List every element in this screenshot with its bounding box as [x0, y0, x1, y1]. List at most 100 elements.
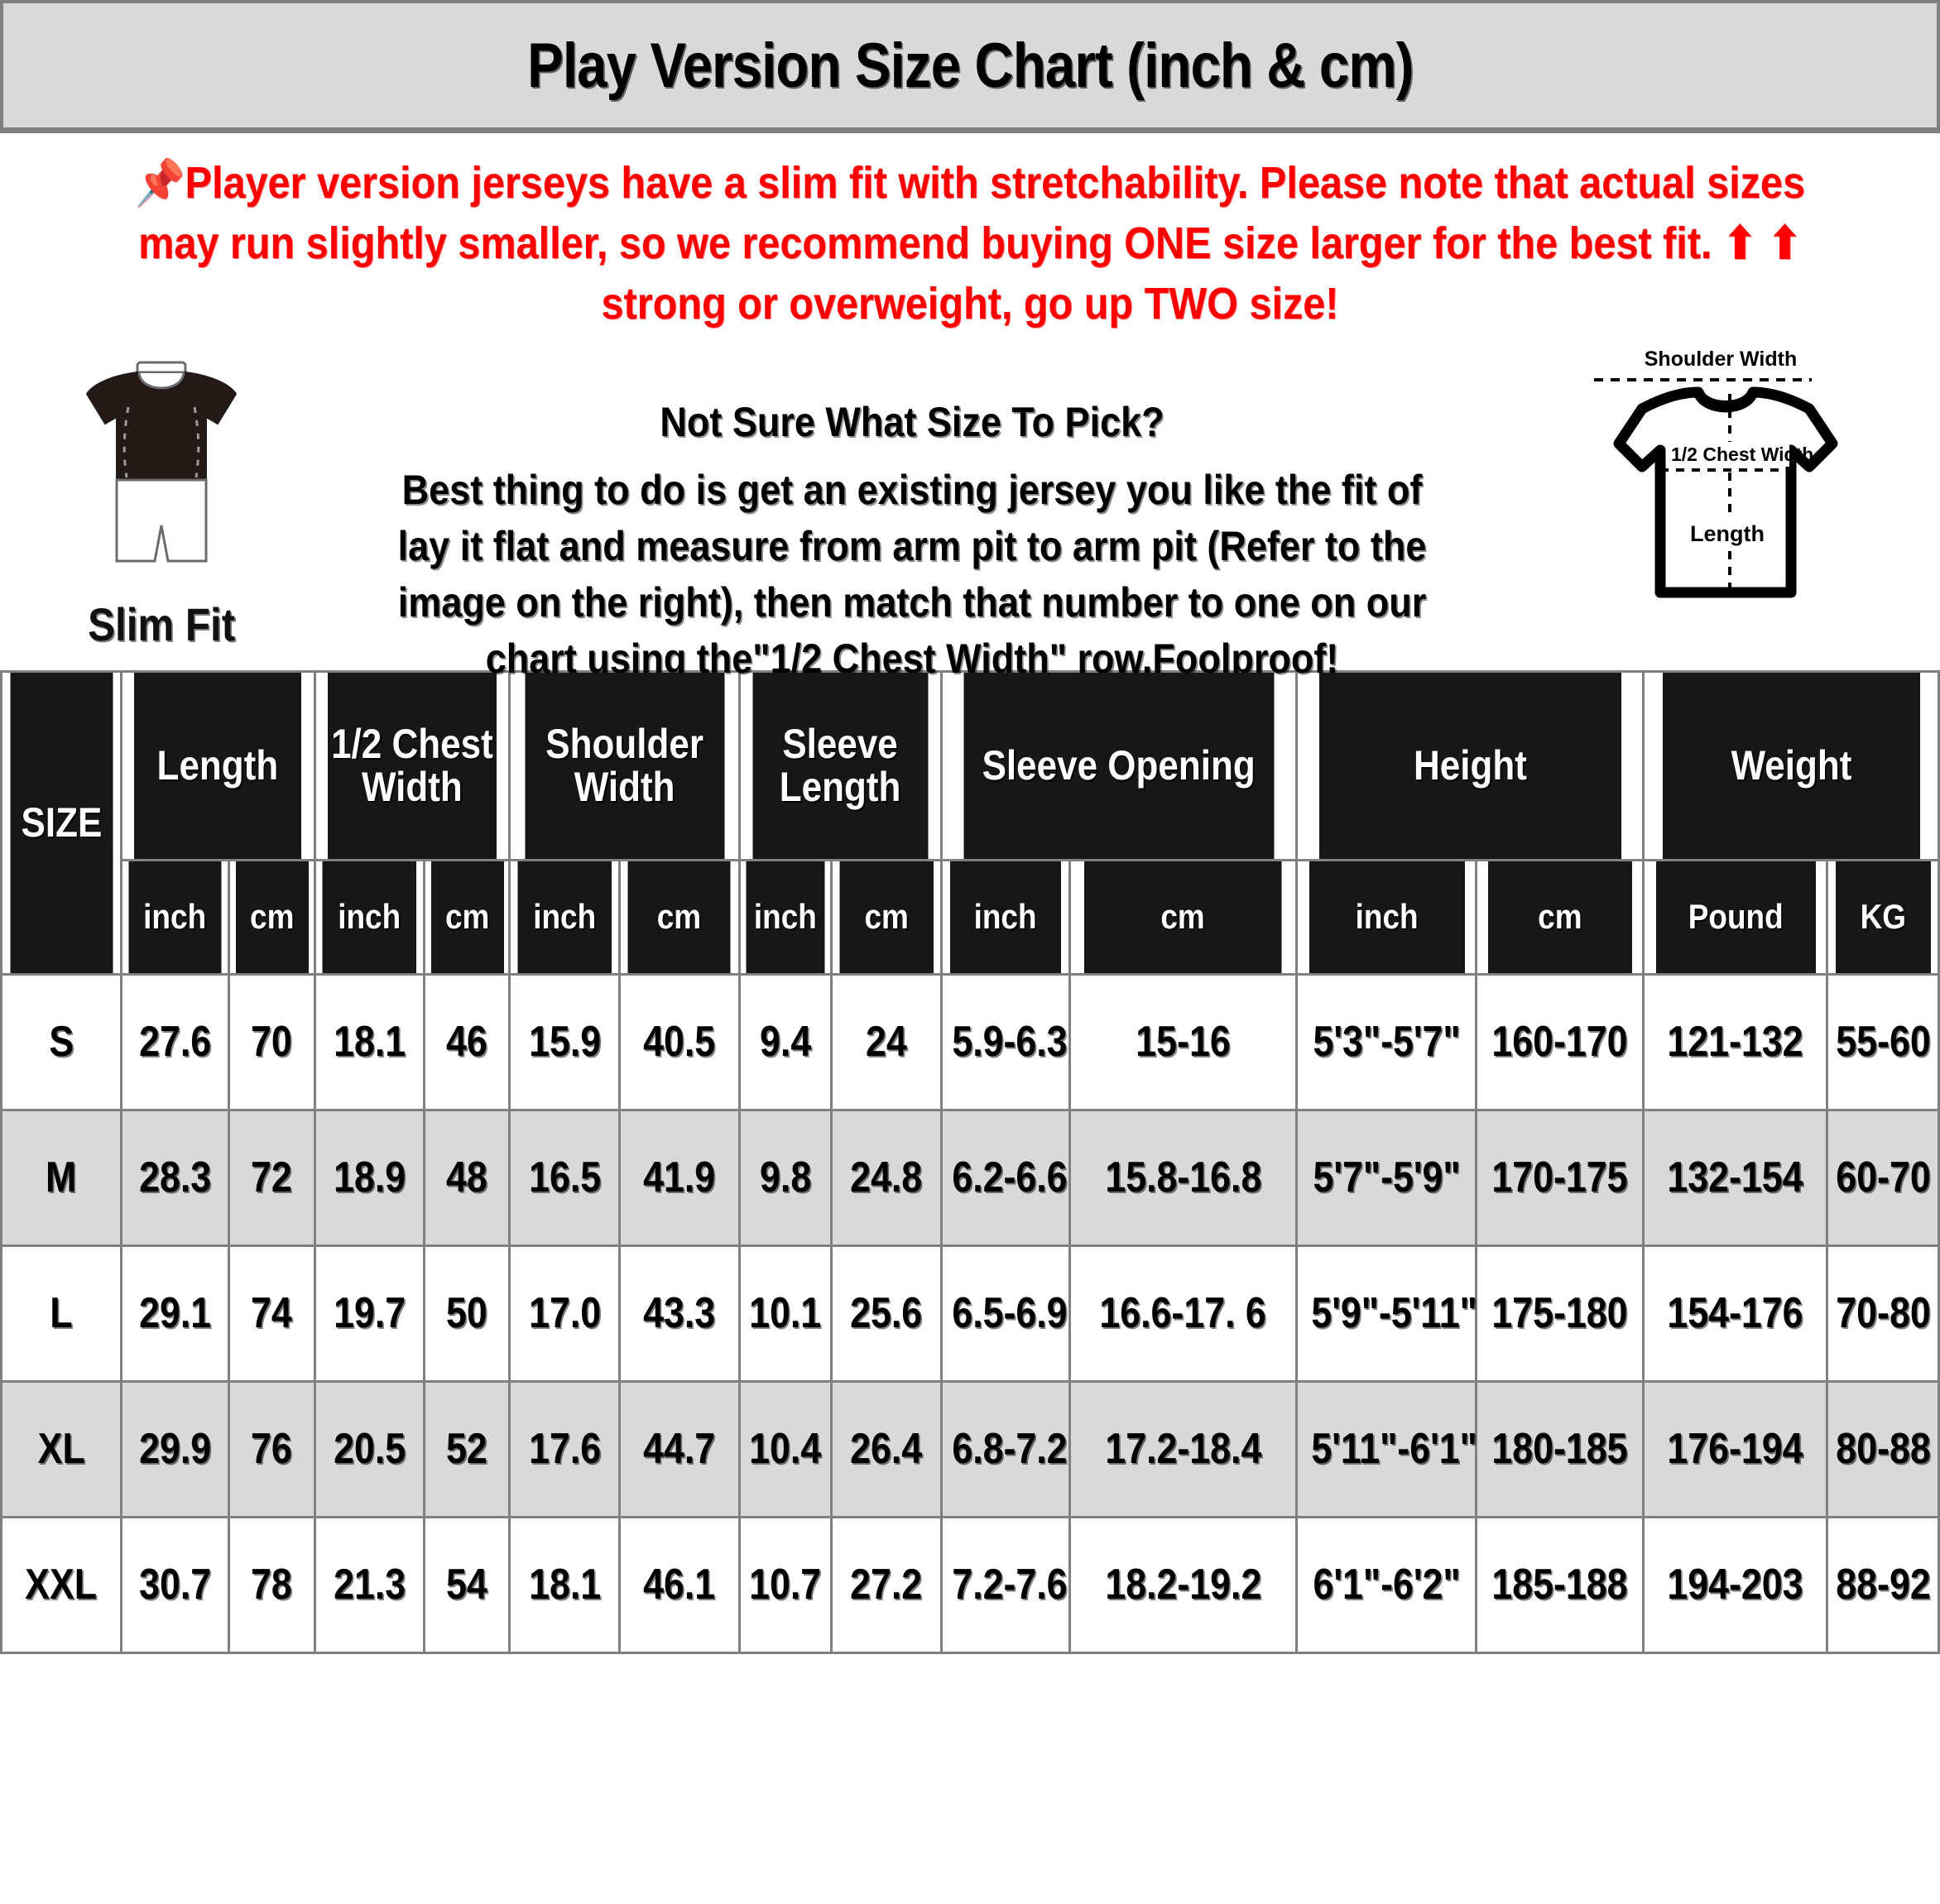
length-label: Length: [1690, 521, 1765, 546]
size-table-wrapper: SIZE Length 1/2 Chest Width Shoulder Wid…: [0, 669, 1940, 1904]
pushpin-icon: 📌: [135, 158, 185, 208]
guide-section: Slim Fit Not Sure What Size To Pick? Bes…: [0, 339, 1940, 682]
cell-value: 15-16: [1068, 972, 1299, 1111]
cell-value: 185-188: [1475, 1515, 1645, 1654]
cell-value: 194-203: [1642, 1515, 1829, 1654]
cell-value: 52: [422, 1379, 511, 1518]
cell-value: 25.6: [830, 1244, 943, 1383]
header-unit-chest-cm: cm: [428, 858, 507, 976]
cell-value: 5'11"-6'1": [1295, 1379, 1478, 1518]
cell-value: 41.9: [617, 1108, 741, 1247]
page-title: Play Version Size Chart (inch & cm): [526, 30, 1414, 101]
cell-value: 6.5-6.9: [939, 1244, 1071, 1383]
header-unit-weight-kg: KG: [1832, 858, 1933, 976]
cell-value: 16.6-17. 6: [1068, 1244, 1299, 1383]
tshirt-measurement-figure: Shoulder Width 1/2 Chest Width Length: [1526, 344, 1915, 626]
header-unit-row: inch cm inch cm inch cm inch cm inch cm …: [2, 858, 1939, 976]
sizing-guide-text: Not Sure What Size To Pick? Best thing t…: [359, 344, 1465, 687]
cell-value: 18.2-19.2: [1068, 1515, 1299, 1654]
header-group-row: SIZE Length 1/2 Chest Width Shoulder Wid…: [2, 669, 1939, 976]
cell-value: 6.2-6.6: [939, 1108, 1071, 1247]
header-size: SIZE: [7, 669, 115, 976]
cell-value: 24: [830, 972, 943, 1111]
cell-value: 17.2-18.4: [1068, 1379, 1299, 1518]
cell-size: XL: [0, 1379, 122, 1518]
cell-value: 54: [422, 1515, 511, 1654]
cell-value: 80-88: [1826, 1379, 1940, 1518]
cell-value: 18.1: [508, 1515, 621, 1654]
cell-value: 6'1"-6'2": [1295, 1515, 1478, 1654]
cell-value: 175-180: [1475, 1244, 1645, 1383]
notice-text: 📌Player version jerseys have a slim fit …: [122, 153, 1818, 334]
size-table: SIZE Length 1/2 Chest Width Shoulder Wid…: [0, 669, 1940, 1654]
cell-value: 30.7: [119, 1515, 231, 1654]
cell-value: 50: [422, 1244, 511, 1383]
cell-value: 132-154: [1642, 1108, 1829, 1247]
slim-fit-label: Slim Fit: [88, 597, 235, 650]
cell-value: 10.4: [737, 1379, 833, 1518]
cell-value: 154-176: [1642, 1244, 1829, 1383]
slim-fit-figure: Slim Fit: [25, 344, 298, 651]
table-row: L 29.1 74 19.7 50 17.0 43.3 10.1 25.6 6.5-6.9 16.6…: [0, 1244, 1940, 1383]
cell-value: 70: [228, 972, 316, 1111]
header-unit-length-cm: cm: [233, 858, 311, 976]
cell-value: 18.1: [313, 972, 426, 1111]
header-group-length: Length: [132, 669, 305, 861]
cell-value: 5'9"-5'11": [1295, 1244, 1478, 1383]
cell-value: 46.1: [617, 1515, 741, 1654]
header-unit-sleeve-opening-cm: cm: [1082, 858, 1285, 976]
cell-value: 18.9: [313, 1108, 426, 1247]
cell-value: 121-132: [1642, 972, 1829, 1111]
cell-value: 170-175: [1475, 1108, 1645, 1247]
cell-value: 27.2: [830, 1515, 943, 1654]
cell-value: 5'3"-5'7": [1295, 972, 1478, 1111]
cell-value: 88-92: [1826, 1515, 1940, 1654]
cell-value: 15.9: [508, 972, 621, 1111]
cell-value: 44.7: [617, 1379, 741, 1518]
cell-value: 19.7: [313, 1244, 426, 1383]
cell-size: S: [0, 972, 122, 1111]
table-row: S 27.6 70 18.1 46 15.9 40.5 9.4 24 5.9-6.3 15-16 5'…: [0, 972, 1940, 1111]
table-row: M 28.3 72 18.9 48 16.5 41.9 9.8 24.8 6.2-6.6 15.8-…: [0, 1108, 1940, 1247]
header-unit-height-inch: inch: [1306, 858, 1467, 976]
cell-value: 9.4: [737, 972, 833, 1111]
header-unit-shoulder-cm: cm: [625, 858, 733, 976]
header-group-sleeve-opening: Sleeve Opening: [961, 669, 1277, 861]
cell-size: L: [0, 1244, 122, 1383]
header-group-shoulder-width: Shoulder Width: [522, 669, 727, 861]
header-unit-shoulder-inch: inch: [515, 858, 614, 976]
header-group-sleeve-length: Sleeve Length: [750, 669, 930, 861]
cell-value: 60-70: [1826, 1108, 1940, 1247]
header-group-weight: Weight: [1659, 669, 1923, 861]
slim-fit-jersey-icon: [85, 361, 238, 563]
table-row: XXL 30.7 78 21.3 54 18.1 46.1 10.7 27.2 7.2-7.6 18…: [0, 1515, 1940, 1654]
cell-value: 5.9-6.3: [939, 972, 1071, 1111]
shoulder-width-label: Shoulder Width: [1645, 348, 1797, 371]
cell-value: 46: [422, 972, 511, 1111]
cell-value: 55-60: [1826, 972, 1940, 1111]
cell-value: 29.9: [119, 1379, 231, 1518]
cell-value: 27.6: [119, 972, 231, 1111]
cell-value: 16.5: [508, 1108, 621, 1247]
table-body: S 27.6 70 18.1 46 15.9 40.5 9.4 24 5.9-6.3 15-16 5'…: [0, 972, 1940, 1654]
cell-value: 7.2-7.6: [939, 1515, 1071, 1654]
cell-value: 21.3: [313, 1515, 426, 1654]
notice-body: Player version jerseys have a slim fit w…: [138, 158, 1805, 329]
cell-value: 9.8: [737, 1108, 833, 1247]
guide-question: Not Sure What Size To Pick?: [660, 398, 1164, 445]
header-unit-sleeve-length-inch: inch: [743, 858, 828, 976]
header-group-half-chest-width: 1/2 Chest Width: [324, 669, 500, 861]
cell-value: 72: [228, 1108, 316, 1247]
header-unit-sleeve-opening-inch: inch: [948, 858, 1064, 976]
header-unit-sleeve-length-cm: cm: [837, 858, 936, 976]
cell-value: 17.6: [508, 1379, 621, 1518]
cell-value: 160-170: [1475, 972, 1645, 1111]
cell-value: 74: [228, 1244, 316, 1383]
title-bar: Play Version Size Chart (inch & cm): [0, 0, 1940, 133]
header-unit-weight-pound: Pound: [1653, 858, 1818, 976]
cell-value: 48: [422, 1108, 511, 1247]
cell-size: XXL: [0, 1515, 122, 1654]
cell-value: 5'7"-5'9": [1295, 1108, 1478, 1247]
cell-value: 40.5: [617, 972, 741, 1111]
cell-value: 28.3: [119, 1108, 231, 1247]
